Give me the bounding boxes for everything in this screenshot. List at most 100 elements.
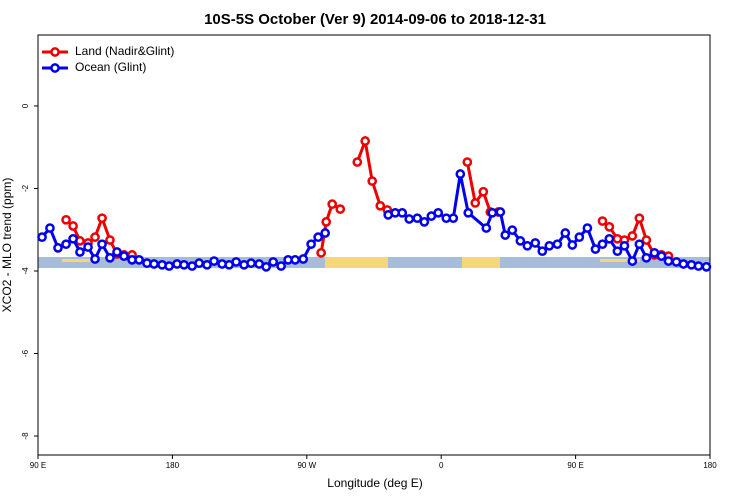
point xyxy=(619,240,630,251)
chart-title: 10S-5S October (Ver 9) 2014-09-06 to 201… xyxy=(204,11,546,28)
point xyxy=(246,258,256,269)
point xyxy=(678,259,689,269)
point xyxy=(470,198,481,208)
point xyxy=(164,261,174,271)
point xyxy=(261,262,272,272)
point xyxy=(97,213,107,224)
y-tick-label: -6 xyxy=(21,349,30,357)
legend-marker xyxy=(50,63,60,73)
point xyxy=(352,157,363,167)
point xyxy=(397,207,408,218)
y-tick-label: -4 xyxy=(21,267,30,275)
point xyxy=(515,236,526,246)
y-tick-label: -2 xyxy=(21,184,30,192)
point xyxy=(544,240,555,251)
x-tick-label: 90 E xyxy=(30,461,46,470)
point xyxy=(179,259,189,270)
point xyxy=(404,214,415,224)
point xyxy=(507,225,518,235)
point xyxy=(276,261,286,271)
point xyxy=(530,238,541,248)
y-tick-label: 0 xyxy=(21,103,30,108)
point xyxy=(105,252,115,263)
point xyxy=(560,228,571,238)
point xyxy=(320,228,331,238)
point xyxy=(612,246,623,257)
point xyxy=(478,186,489,197)
point xyxy=(68,233,78,244)
point xyxy=(75,247,85,257)
point xyxy=(306,239,316,250)
y-axis-label: XCO2 - MLO trend (ppm) xyxy=(0,178,14,313)
point xyxy=(701,262,712,272)
legend-marker xyxy=(50,47,60,57)
point xyxy=(481,223,492,233)
x-tick-label: 180 xyxy=(166,461,180,470)
point xyxy=(412,213,423,224)
point xyxy=(537,246,548,257)
point xyxy=(61,214,71,225)
point xyxy=(455,169,466,179)
point xyxy=(495,207,506,217)
point xyxy=(327,199,338,210)
x-tick-label: 0 xyxy=(439,461,444,470)
point xyxy=(463,207,474,218)
point xyxy=(194,258,204,269)
point xyxy=(313,232,323,243)
point xyxy=(604,221,615,232)
point xyxy=(627,256,638,266)
point xyxy=(68,221,78,231)
land-strip xyxy=(325,257,388,268)
map-strip xyxy=(38,257,710,268)
point xyxy=(83,242,93,252)
point xyxy=(641,252,652,263)
point xyxy=(500,230,511,240)
point xyxy=(433,207,444,218)
point xyxy=(316,247,326,258)
point xyxy=(634,239,645,250)
plot-frame xyxy=(37,34,711,456)
point xyxy=(604,233,615,244)
point xyxy=(298,254,309,264)
point xyxy=(375,200,386,211)
x-tick-label: 90 W xyxy=(297,461,316,470)
land-strip xyxy=(62,259,92,262)
point xyxy=(90,232,100,243)
point xyxy=(149,259,159,269)
land-strip xyxy=(600,259,640,262)
x-tick-label: 180 xyxy=(703,461,717,470)
point xyxy=(360,136,371,146)
point xyxy=(419,217,430,227)
x-axis-label: Longitude (deg E) xyxy=(327,476,422,490)
point xyxy=(45,223,55,233)
point xyxy=(321,217,332,227)
point xyxy=(202,259,212,270)
point xyxy=(448,213,459,224)
point xyxy=(693,261,704,271)
point xyxy=(37,232,47,243)
x-tick-label: 90 E xyxy=(567,461,583,470)
point xyxy=(53,243,63,253)
point xyxy=(335,204,346,214)
point xyxy=(663,256,674,266)
point xyxy=(112,247,122,257)
point xyxy=(367,176,378,186)
point xyxy=(90,254,100,264)
point xyxy=(590,244,601,254)
point xyxy=(567,240,578,250)
point xyxy=(552,239,563,250)
point xyxy=(656,251,667,261)
point xyxy=(119,251,129,261)
point xyxy=(231,257,242,267)
point xyxy=(290,255,301,265)
point xyxy=(462,157,473,167)
point xyxy=(209,256,219,266)
point xyxy=(582,223,593,233)
point xyxy=(574,232,585,243)
point xyxy=(97,239,107,250)
point xyxy=(268,257,279,267)
point xyxy=(134,255,144,265)
land-strip xyxy=(462,257,500,268)
legend-label: Ocean (Glint) xyxy=(75,60,146,74)
